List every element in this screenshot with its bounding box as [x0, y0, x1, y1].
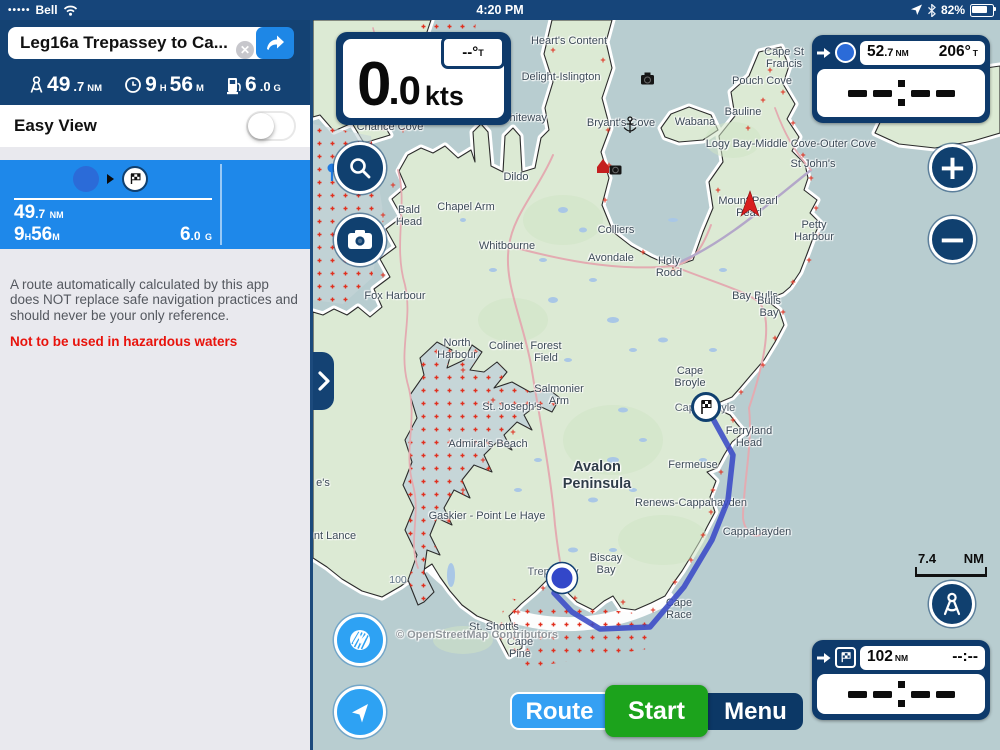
location-arrow-icon: [352, 704, 368, 723]
hours-value: 9: [145, 73, 157, 96]
locate-me-button[interactable]: [334, 686, 386, 738]
fuel-icon: [227, 77, 241, 94]
easy-view-toggle[interactable]: [246, 111, 296, 141]
finish-flag-icon: [121, 166, 148, 192]
roads: [372, 27, 813, 579]
minutes-value: 56: [169, 73, 194, 96]
speed-unit: kts: [424, 81, 464, 111]
carrier-label: Bell: [35, 3, 58, 17]
share-route-button[interactable]: [256, 27, 294, 59]
route-distance-stat: 49.7 NM: [29, 73, 102, 97]
leg-fuel: 6.0 G: [179, 224, 212, 245]
harbour-poi-icon: [597, 159, 622, 175]
zoom-in-button[interactable]: +: [929, 144, 976, 191]
map-base: [313, 20, 1000, 750]
scale-unit: NM: [963, 551, 984, 566]
zoom-out-button[interactable]: −: [929, 216, 976, 263]
vessel-marker[interactable]: [740, 190, 760, 217]
route-name-value: Leg16a Trepassey to Ca...: [20, 33, 228, 52]
finish-waypoint-marker[interactable]: [691, 392, 721, 422]
time-icon: [125, 77, 141, 93]
leg-distance: 49.7 NM: [14, 202, 64, 223]
hours-unit: H: [159, 83, 167, 94]
share-icon: [267, 35, 284, 50]
speed-decimal: .0: [388, 69, 420, 113]
fuel-value: 6: [245, 73, 257, 96]
route-fuel-stat: 6.0 G: [226, 73, 281, 97]
search-button[interactable]: [334, 142, 386, 194]
leg-time: 9H56M: [14, 224, 60, 245]
route-sidebar: Leg16a Trepassey to Ca... ✕ 49.7 NM: [0, 20, 313, 750]
status-bar: ••••• Bell 4:20 PM 82%: [0, 0, 1000, 20]
minus-icon: −: [938, 219, 967, 260]
sidebar-collapse-tab[interactable]: [313, 352, 334, 410]
leg-panel-divider: [220, 164, 222, 245]
distance-decimal: .7: [73, 79, 85, 94]
easy-view-row: Easy View: [0, 105, 310, 147]
start-waypoint-marker[interactable]: [545, 561, 579, 595]
toggle-knob: [248, 113, 274, 139]
clear-route-name-icon[interactable]: ✕: [236, 41, 254, 59]
camera-icon: [348, 230, 372, 249]
destination-flag-icon: [835, 647, 856, 668]
destination-instrument[interactable]: 102 NM --:--: [812, 640, 990, 720]
plus-icon: +: [938, 147, 967, 188]
navionics-logo-icon: [350, 630, 370, 650]
lakes: [447, 198, 737, 587]
route-layer: [327, 72, 760, 632]
distance-value: 49: [47, 73, 71, 96]
hazard-warning: Not to be used in hazardous waters: [10, 333, 238, 349]
minutes-unit: M: [196, 83, 204, 94]
clock-label: 4:20 PM: [476, 3, 524, 17]
arrow-right-icon: [817, 652, 831, 663]
route-path[interactable]: [551, 405, 736, 632]
wifi-icon: [63, 5, 77, 16]
divider-compass-icon: [943, 592, 961, 616]
map-scale: 7.4 NM: [912, 551, 990, 577]
leg-progress-line: [14, 198, 212, 200]
waypoint-circle-icon: [835, 42, 856, 63]
waypoint-data-pill: 52.7 NM 206° T: [860, 40, 985, 65]
direction-arrow-icon: [106, 174, 114, 184]
route-time-stat: 9 H 56 M: [124, 73, 204, 97]
cog-display: --° T: [441, 36, 505, 69]
scale-value: 7.4: [918, 551, 937, 566]
route-disclaimer: A route automatically calculated by this…: [10, 276, 298, 323]
route-distance-icon: [30, 76, 43, 93]
menu-button[interactable]: Menu: [708, 693, 803, 730]
signal-strength-icon: •••••: [8, 4, 31, 16]
start-point-icon: [72, 166, 99, 192]
waypoint-eta-display: [817, 69, 985, 117]
battery-icon: [970, 3, 996, 17]
destination-data-pill: 102 NM --:--: [860, 645, 985, 670]
fuel-unit: G: [273, 83, 281, 94]
speed-value: 0: [357, 50, 392, 119]
route-planning-button[interactable]: [929, 581, 975, 627]
battery-percent-label: 82%: [940, 3, 965, 17]
start-button[interactable]: Start: [605, 685, 708, 737]
search-icon: [350, 158, 371, 179]
photo-poi-icon: [641, 72, 654, 85]
easy-view-label: Easy View: [14, 116, 97, 135]
leg-summary-panel[interactable]: 49.7 NM 9H56M 6.0 G: [0, 160, 310, 249]
leg-icons: [0, 166, 220, 192]
arrow-right-icon: [817, 47, 831, 58]
chevron-right-icon: [317, 371, 330, 391]
distance-unit: NM: [87, 83, 103, 94]
navionics-logo-button[interactable]: [334, 614, 386, 666]
speed-instrument[interactable]: 0.0 kts --° T: [336, 32, 511, 125]
anchorage-icon: [623, 116, 637, 133]
route-name-input[interactable]: Leg16a Trepassey to Ca... ✕: [8, 27, 288, 59]
route-button[interactable]: Route: [510, 692, 607, 730]
camera-button[interactable]: [334, 214, 386, 266]
scale-bracket: [915, 567, 987, 577]
bluetooth-icon: [928, 3, 936, 17]
sidebar-header: Leg16a Trepassey to Ca... ✕ 49.7 NM: [0, 20, 310, 105]
route-stats-row: 49.7 NM 9 H 56 M 6.0 G: [0, 66, 310, 104]
fuel-decimal: .0: [259, 79, 271, 94]
location-services-icon: [910, 4, 922, 15]
destination-eta-display: [817, 674, 985, 714]
next-waypoint-instrument[interactable]: 52.7 NM 206° T: [812, 35, 990, 123]
